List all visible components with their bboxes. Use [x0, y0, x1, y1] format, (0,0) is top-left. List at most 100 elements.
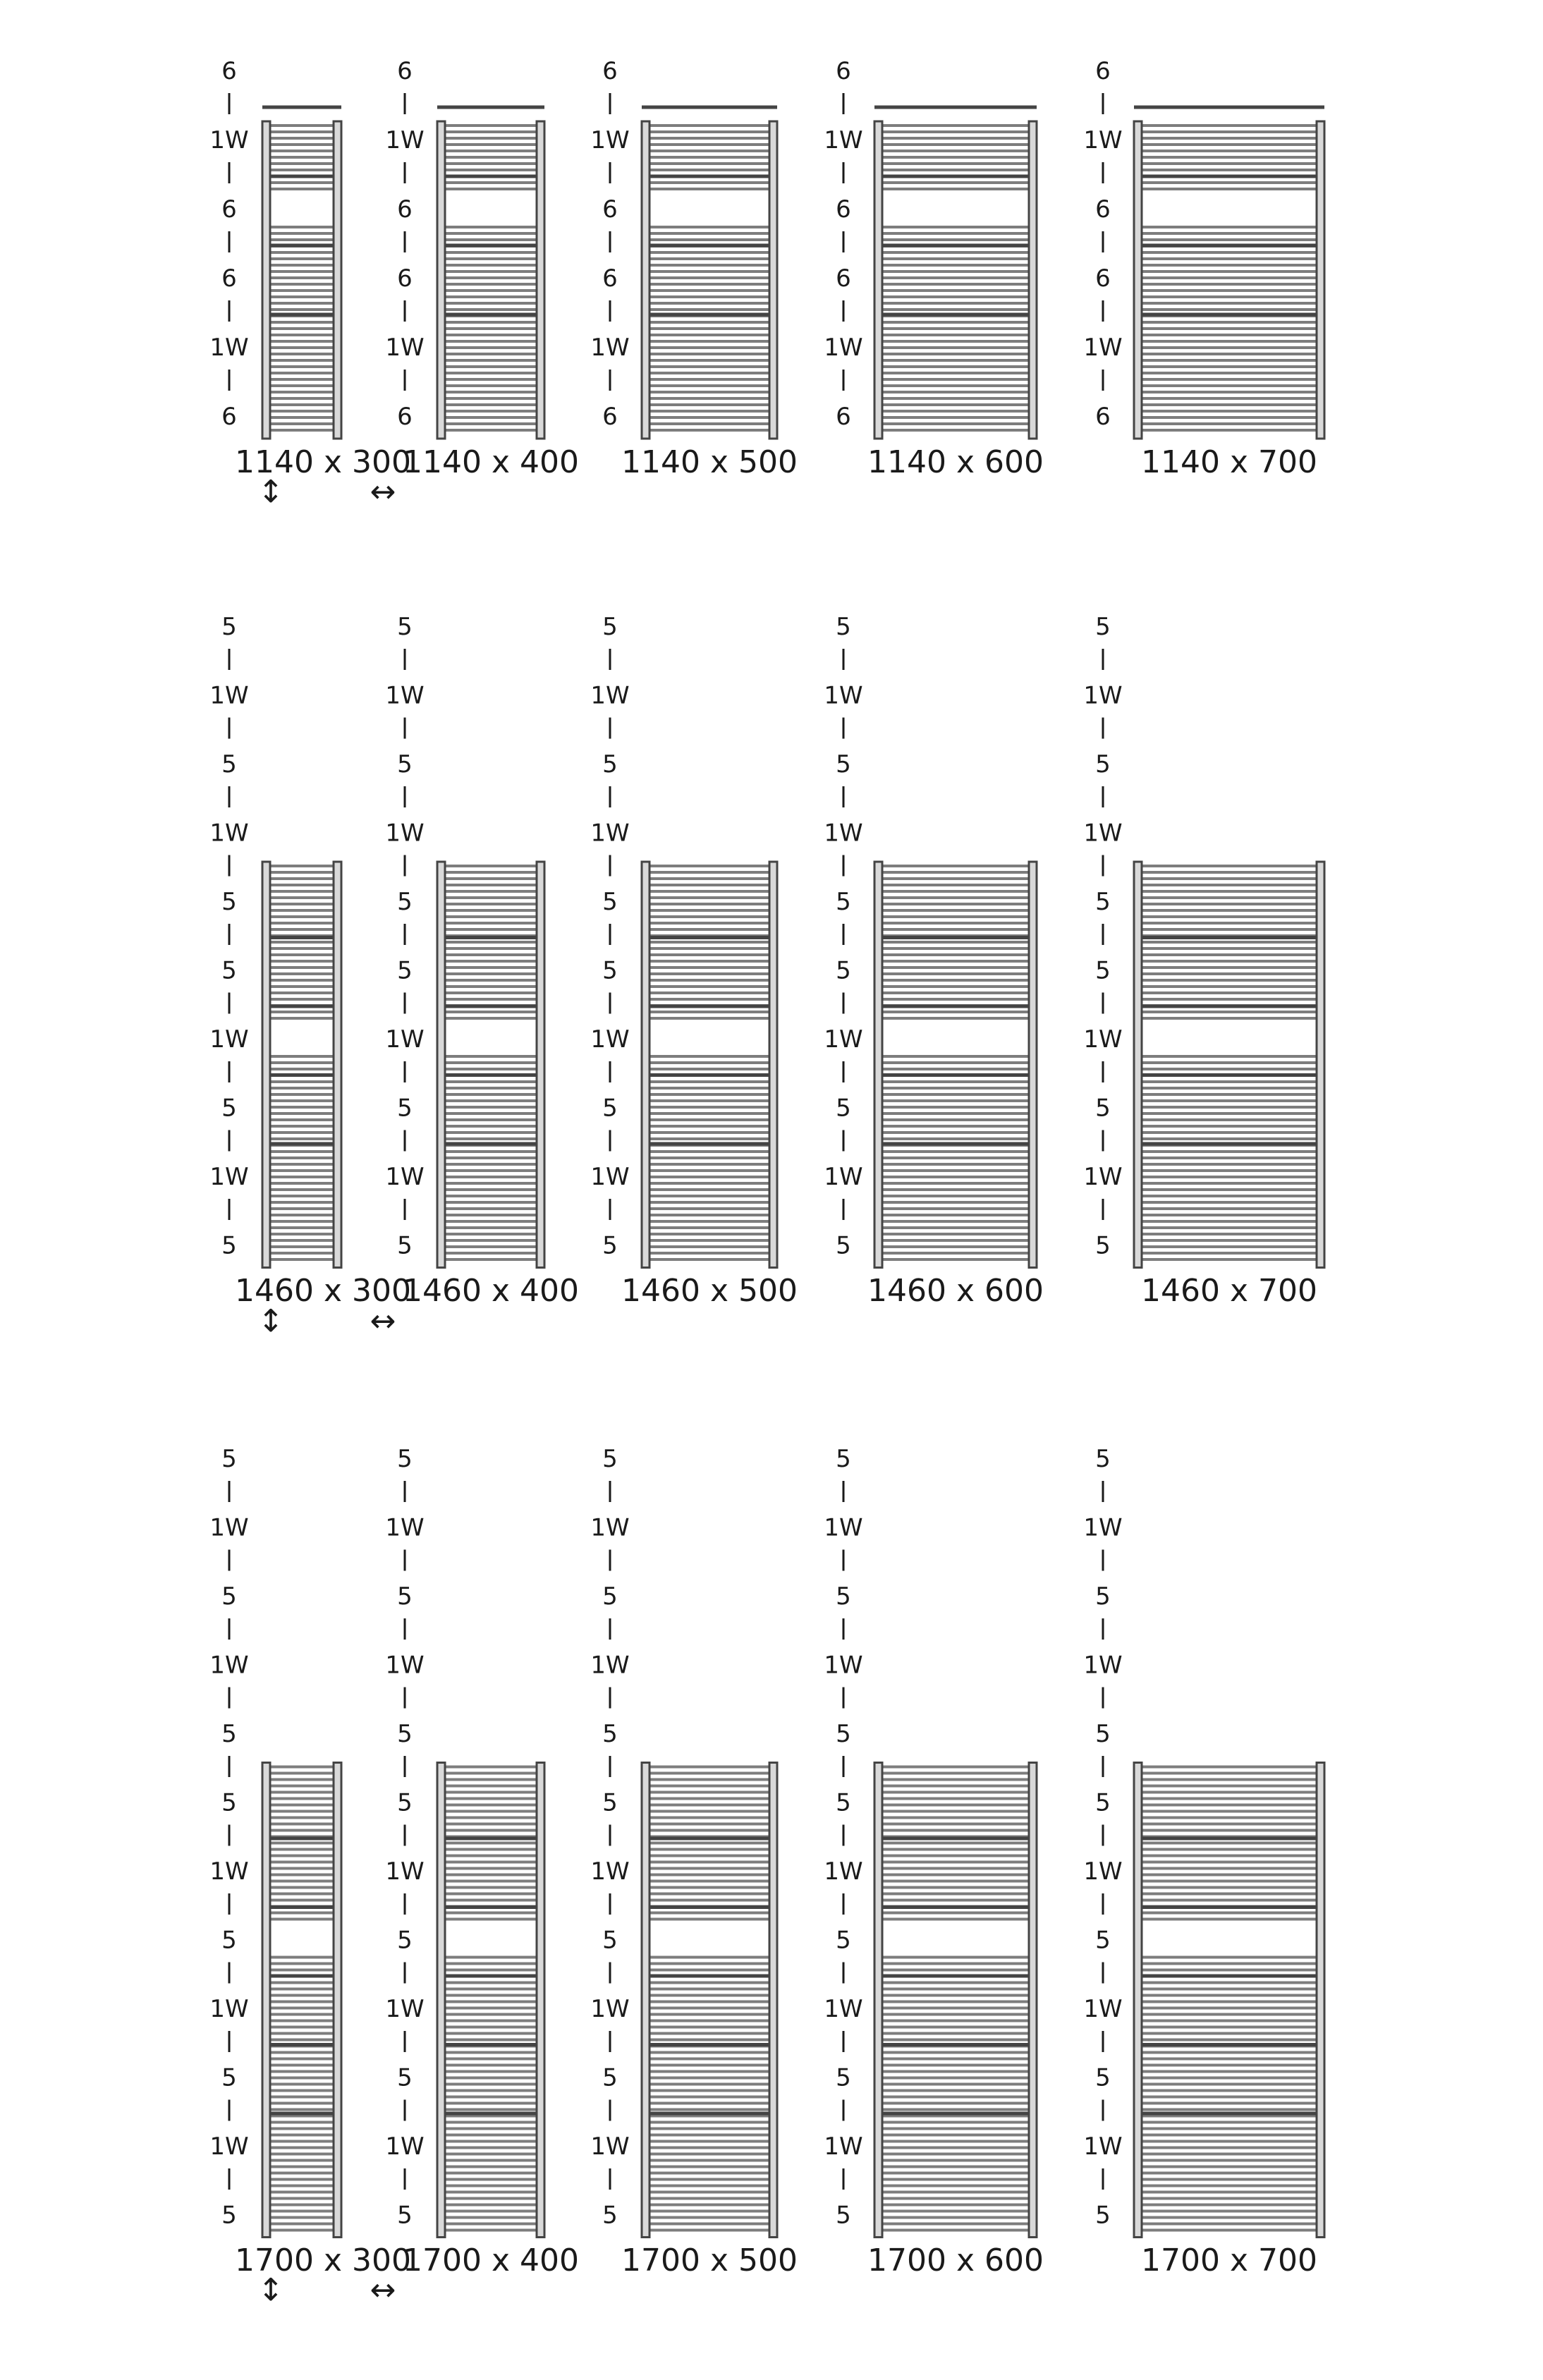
size-caption: 1700 x 300 — [235, 2242, 411, 2278]
section-label: 5 — [221, 888, 237, 916]
section-label: 5 — [1095, 1720, 1111, 1748]
section-label: 1W — [590, 1995, 629, 2023]
section-label: 1W — [209, 1652, 248, 1680]
section-label: 5 — [602, 888, 618, 916]
section-label: 1W — [1083, 1652, 1122, 1680]
section-label: 1W — [590, 334, 629, 362]
section-label: 5 — [836, 1720, 851, 1748]
section-label: 1W — [590, 1025, 629, 1054]
radiator — [261, 105, 343, 440]
section-label: 5 — [836, 1582, 851, 1611]
width-arrow-icon: ↔ — [370, 1303, 396, 1339]
section-label: 5 — [397, 888, 413, 916]
left-pillar — [1133, 120, 1143, 440]
size-caption: 1140 x 400 — [403, 444, 579, 480]
right-pillar — [332, 860, 343, 1269]
towel-gap — [649, 193, 770, 224]
section-label: 1W — [1083, 819, 1122, 848]
section-label: 6 — [221, 195, 237, 224]
section-label: 6 — [602, 403, 618, 431]
radiator-column: 5 1W 5 1W 5 5 1W 5 1W 5 1W 5 1700 x 300 — [209, 1445, 411, 2278]
size-caption: 1460 x 400 — [403, 1273, 579, 1309]
section-label: 6 — [221, 57, 237, 85]
radiator-column: 6 1W 6 6 1W 6 1140 x 700 — [1083, 57, 1326, 480]
section-label: 1W — [385, 1652, 424, 1680]
towel-gap — [1141, 193, 1317, 224]
size-caption: 1140 x 500 — [621, 444, 798, 480]
radiator — [1133, 1762, 1326, 2238]
section-label: 5 — [221, 613, 237, 641]
radiator — [640, 1762, 779, 2238]
section-label: 5 — [397, 1582, 413, 1611]
height-arrow-icon: ↕ — [258, 474, 284, 510]
section-label: 5 — [397, 1789, 413, 1817]
right-pillar — [1027, 860, 1038, 1269]
section-label: 1W — [385, 334, 424, 362]
right-pillar — [1315, 120, 1326, 440]
towel-gap — [269, 193, 334, 224]
left-pillar — [873, 1762, 884, 2238]
radiator-column: 6 1W 6 6 1W 6 1140 x 300 — [209, 57, 411, 480]
towel-gap — [269, 1023, 334, 1054]
section-label: 5 — [221, 2202, 237, 2230]
left-pillar — [1133, 860, 1143, 1269]
section-label: 5 — [221, 1720, 237, 1748]
right-pillar — [1315, 860, 1326, 1269]
section-label: 1W — [385, 819, 424, 848]
section-label: 1W — [385, 1995, 424, 2023]
radiator-row-3: 5 1W 5 1W 5 5 1W 5 1W 5 1W 5 1700 x 300 5 1W 5 1W 5 5 1W 5 1W… — [209, 1445, 1326, 2308]
left-pillar — [873, 120, 884, 440]
section-label: 5 — [602, 1094, 618, 1123]
left-pillar — [436, 860, 446, 1269]
section-label: 6 — [397, 403, 413, 431]
left-pillar — [640, 860, 651, 1269]
section-label: 5 — [602, 2202, 618, 2230]
section-label: 1W — [1083, 2132, 1122, 2161]
section-label: 5 — [397, 957, 413, 985]
section-label: 1W — [1083, 1514, 1122, 1542]
section-label: 5 — [836, 1445, 851, 1473]
left-pillar — [1133, 1762, 1143, 2238]
radiator-column: 5 1W 5 1W 5 5 1W 5 1W 5 1W 5 1700 x 600 — [824, 1445, 1044, 2278]
section-label: 5 — [836, 1927, 851, 1955]
section-label: 5 — [397, 750, 413, 779]
section-label: 5 — [602, 1445, 618, 1473]
section-label: 5 — [602, 2064, 618, 2092]
size-caption: 1460 x 300 — [235, 1273, 411, 1309]
radiator-column: 5 1W 5 1W 5 5 1W 5 1W 5 1460 x 700 — [1083, 613, 1326, 1309]
section-label: 1W — [590, 682, 629, 710]
section-label: 1W — [209, 1514, 248, 1542]
radiator-column: 5 1W 5 1W 5 5 1W 5 1W 5 1460 x 400 — [385, 613, 579, 1309]
section-label: 5 — [221, 1789, 237, 1817]
towel-gap — [882, 1023, 1030, 1054]
right-pillar — [535, 1762, 546, 2238]
section-label: 1W — [590, 1857, 629, 1886]
radiator — [873, 860, 1038, 1269]
section-label: 5 — [221, 1232, 237, 1260]
section-label: 5 — [836, 957, 851, 985]
radiator — [436, 105, 546, 440]
section-label: 5 — [221, 1445, 237, 1473]
section-label: 6 — [1095, 403, 1111, 431]
towel-gap — [444, 1023, 537, 1054]
radiator-column: 5 1W 5 1W 5 5 1W 5 1W 5 1460 x 300 — [209, 613, 411, 1309]
section-label: 1W — [590, 1163, 629, 1191]
section-label: 5 — [836, 1094, 851, 1123]
section-label: 5 — [397, 1232, 413, 1260]
right-pillar — [768, 1762, 779, 2238]
section-label: 5 — [397, 1445, 413, 1473]
section-label: 5 — [397, 2202, 413, 2230]
section-label: 1W — [209, 819, 248, 848]
section-label: 5 — [602, 957, 618, 985]
radiator — [1133, 105, 1326, 440]
section-label: 1W — [209, 1025, 248, 1054]
size-caption: 1700 x 500 — [621, 2242, 798, 2278]
left-pillar — [261, 120, 272, 440]
section-label: 1W — [824, 682, 862, 710]
section-label: 5 — [836, 2202, 851, 2230]
right-pillar — [535, 120, 546, 440]
radiator — [873, 105, 1038, 440]
